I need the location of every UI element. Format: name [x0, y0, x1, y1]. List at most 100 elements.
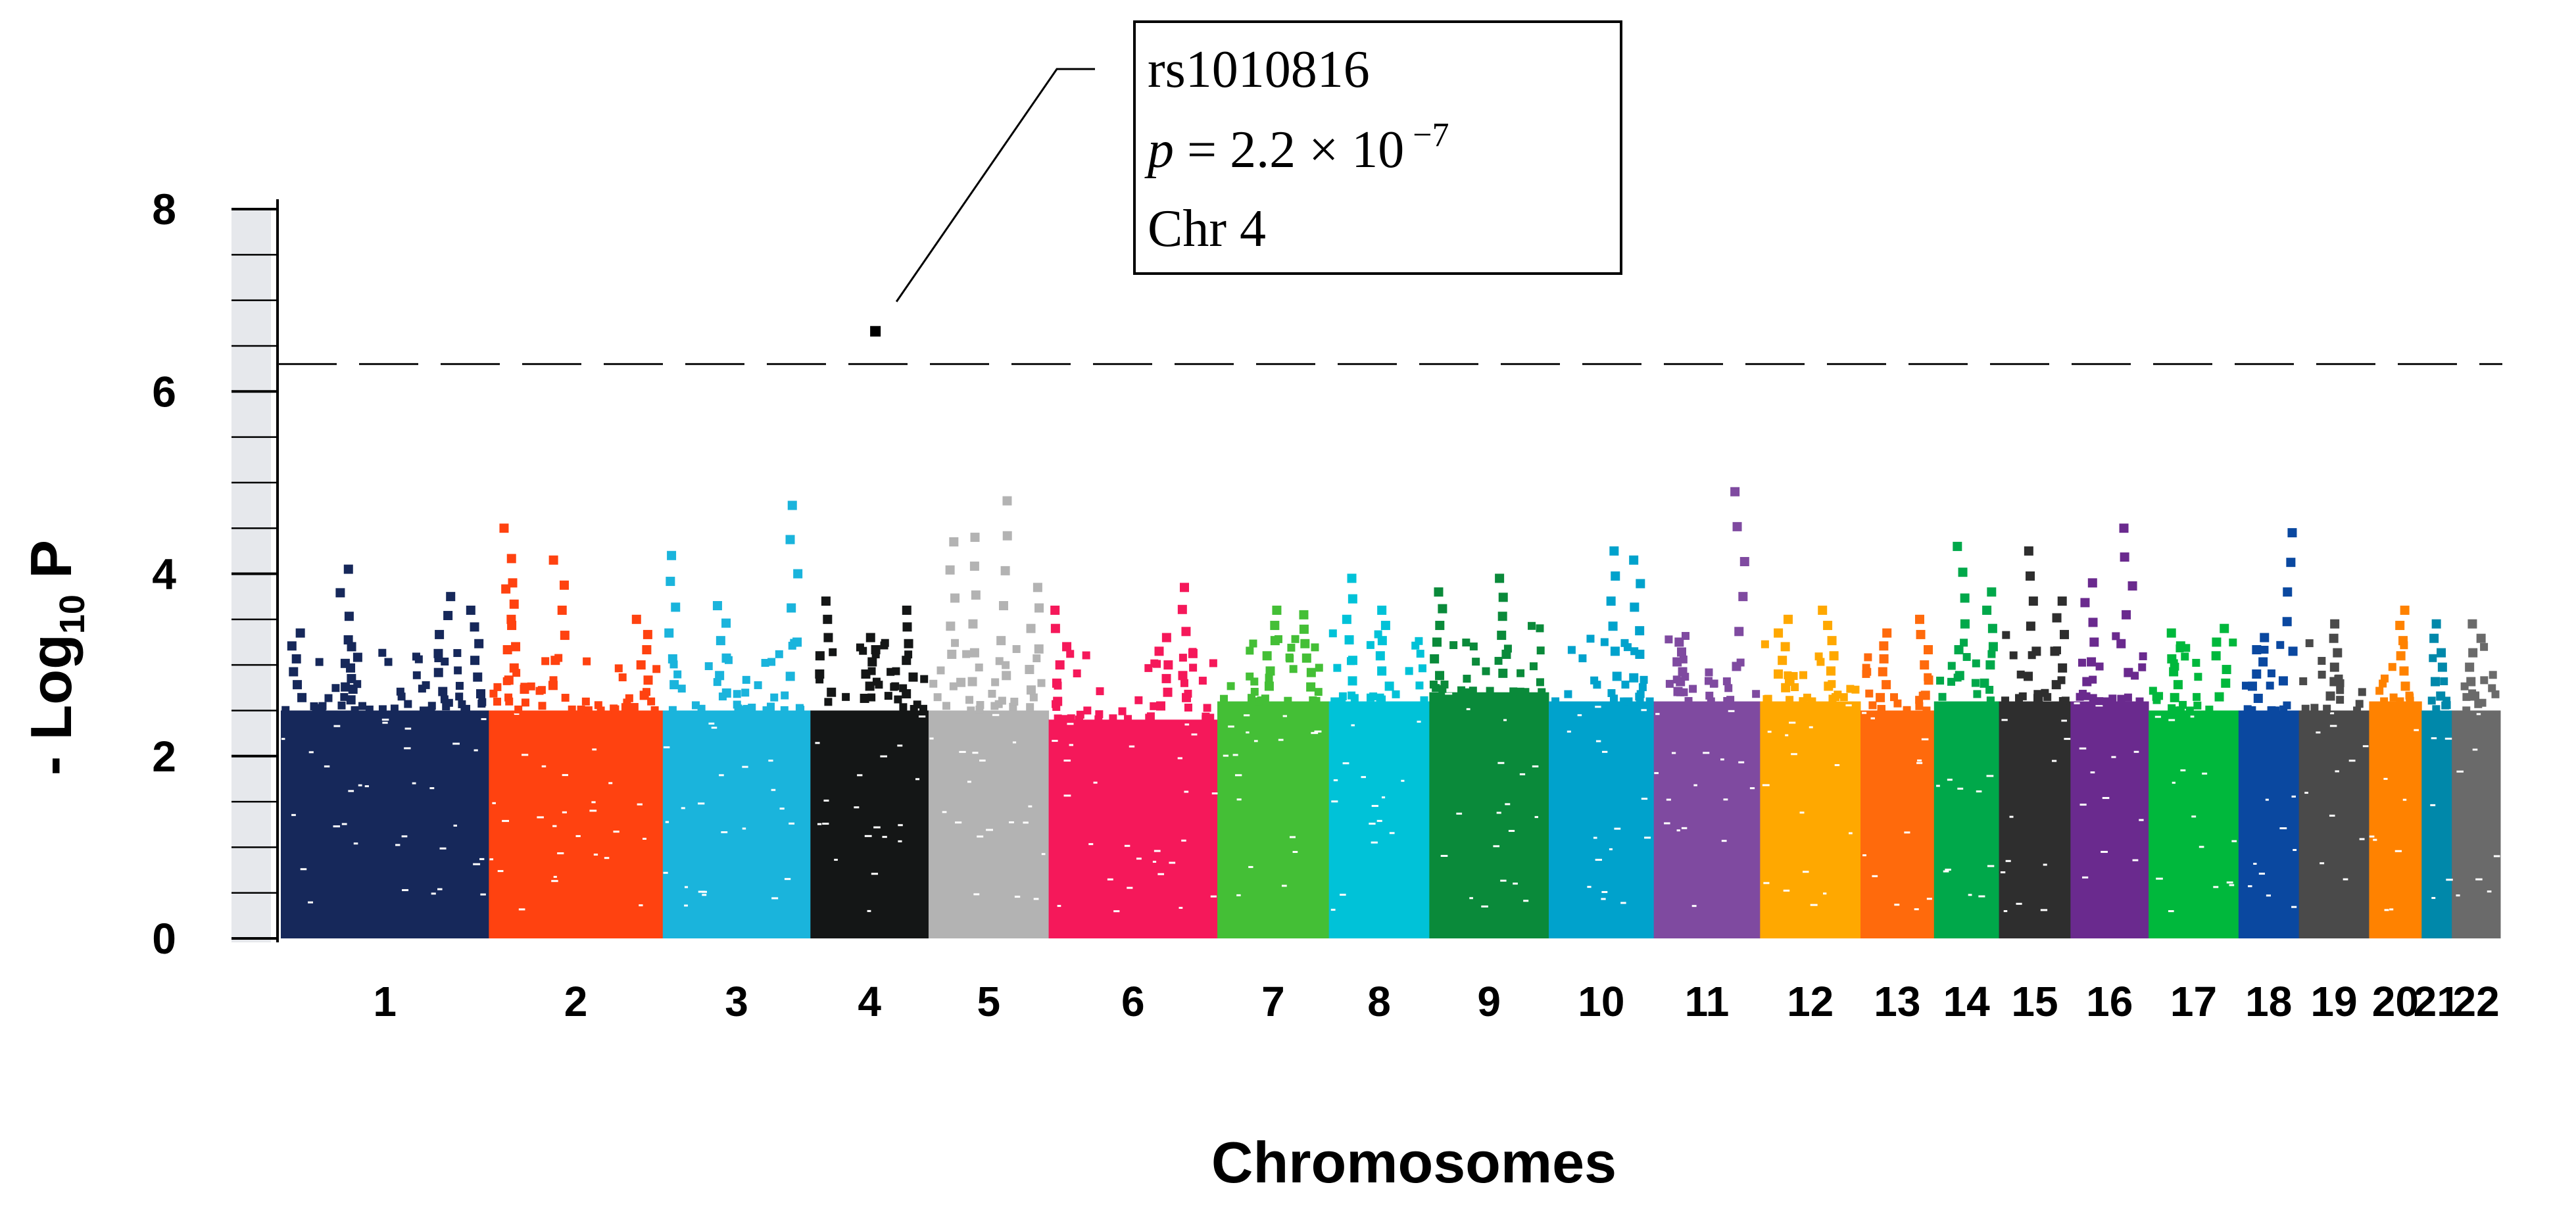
band-gap — [2430, 804, 2436, 806]
chromosome-band-17 — [2149, 710, 2239, 938]
snp-peak-point — [1980, 678, 1989, 688]
snp-peak-point — [1156, 701, 1166, 711]
snp-peak-point — [1182, 692, 1192, 702]
snp-peak-point — [1062, 642, 1072, 652]
band-gap — [1014, 896, 1021, 898]
snp-point — [1033, 654, 1041, 663]
snp-peak-point — [509, 599, 519, 609]
chromosome-label: 19 — [2310, 978, 2357, 1025]
snp-peak-point — [2052, 613, 2062, 623]
snp-point — [2152, 692, 2160, 701]
band-gap — [2394, 850, 2402, 852]
snp-point — [2149, 687, 2157, 695]
snp-peak-point — [2286, 558, 2296, 568]
snp-peak-point — [2476, 633, 2486, 643]
snp-peak-point — [2087, 657, 2097, 667]
snp-point — [312, 704, 320, 712]
snp-point — [1971, 679, 1980, 687]
snp-peak-point — [2124, 667, 2133, 677]
snp-point — [2427, 696, 2436, 705]
snp-point — [1761, 640, 1769, 648]
band-gap — [291, 813, 296, 816]
snp-peak-point — [946, 621, 956, 631]
snp-point — [1184, 703, 1192, 712]
snp-peak-point — [1739, 557, 1749, 567]
snp-point — [2336, 686, 2345, 694]
snp-point — [1026, 703, 1034, 712]
band-gap — [1978, 895, 1985, 898]
snp-peak-point — [1348, 676, 1357, 686]
snp-point — [1284, 696, 1292, 705]
snp-peak-point — [1497, 612, 1507, 621]
band-gap — [1179, 907, 1183, 909]
snp-peak-point — [433, 667, 443, 677]
chromosome-label: 20 — [2372, 978, 2419, 1025]
band-gap — [518, 908, 525, 911]
snp-point — [1392, 690, 1400, 698]
snp-point — [2462, 706, 2471, 715]
band-gap — [2074, 702, 2080, 704]
band-gap — [2329, 725, 2337, 727]
snp-peak-point — [1179, 583, 1189, 593]
snp-point — [2489, 671, 2497, 679]
snp-point — [1416, 650, 1424, 658]
snp-point — [441, 657, 449, 666]
band-gap — [663, 746, 670, 748]
band-gap — [1107, 878, 1113, 881]
band-gap — [1063, 794, 1071, 797]
band-gap — [2414, 729, 2419, 731]
snp-point — [975, 705, 984, 714]
snp-point — [2396, 697, 2404, 706]
snp-peak-point — [2247, 681, 2257, 691]
band-gap — [381, 718, 389, 721]
snp-peak-point — [1300, 639, 1310, 648]
snp-peak-point — [1611, 571, 1620, 581]
snp-point — [1286, 654, 1294, 663]
chromosome-band-12 — [1760, 701, 1861, 938]
snp-peak-point — [902, 605, 911, 615]
snp-point — [668, 706, 677, 714]
y-tick-label: 8 — [152, 185, 176, 233]
snp-peak-point — [787, 500, 797, 510]
band-gap — [708, 722, 715, 725]
band-gap — [1340, 894, 1346, 896]
band-gap — [2389, 908, 2394, 911]
snp-point — [2336, 696, 2345, 704]
chromosome-label: 12 — [1787, 978, 1834, 1025]
band-gap — [959, 750, 966, 753]
annotation-p-value: p = 2.2 × 10 −7 — [1144, 116, 1449, 179]
band-gap — [1401, 779, 1405, 782]
snp-point — [2193, 692, 2201, 701]
snp-point — [1831, 692, 1839, 701]
snp-point — [455, 692, 464, 701]
band-gap — [742, 827, 746, 830]
snp-point — [2358, 688, 2366, 696]
snp-peak-point — [967, 677, 977, 687]
snp-point — [2305, 639, 2314, 648]
snp-peak-point — [636, 660, 646, 670]
snp-peak-point — [438, 687, 448, 696]
band-gap — [721, 831, 728, 834]
band-gap — [2190, 715, 2195, 718]
snp-peak-point — [352, 652, 362, 662]
snp-point — [890, 683, 898, 691]
snp-peak-point — [2253, 693, 2263, 703]
snp-peak-point — [1879, 641, 1889, 651]
chromosome-bands — [281, 692, 2501, 938]
snp-point — [2192, 658, 2200, 667]
annotation-snp-id: rs1010816 — [1148, 41, 1370, 99]
snp-peak-point — [347, 673, 356, 683]
snp-peak-point — [1612, 671, 1622, 681]
snp-point — [455, 681, 464, 690]
band-gap — [977, 835, 984, 838]
band-gap — [1033, 898, 1039, 900]
band-gap — [481, 718, 487, 721]
band-gap — [1834, 764, 1840, 767]
band-gap — [2348, 760, 2356, 762]
snp-peak-point — [1377, 605, 1387, 615]
band-gap — [1872, 875, 1878, 877]
snp-peak-point — [1050, 623, 1060, 633]
snp-point — [2095, 662, 2104, 671]
snp-point — [1315, 664, 1323, 672]
snp-point — [887, 667, 895, 676]
